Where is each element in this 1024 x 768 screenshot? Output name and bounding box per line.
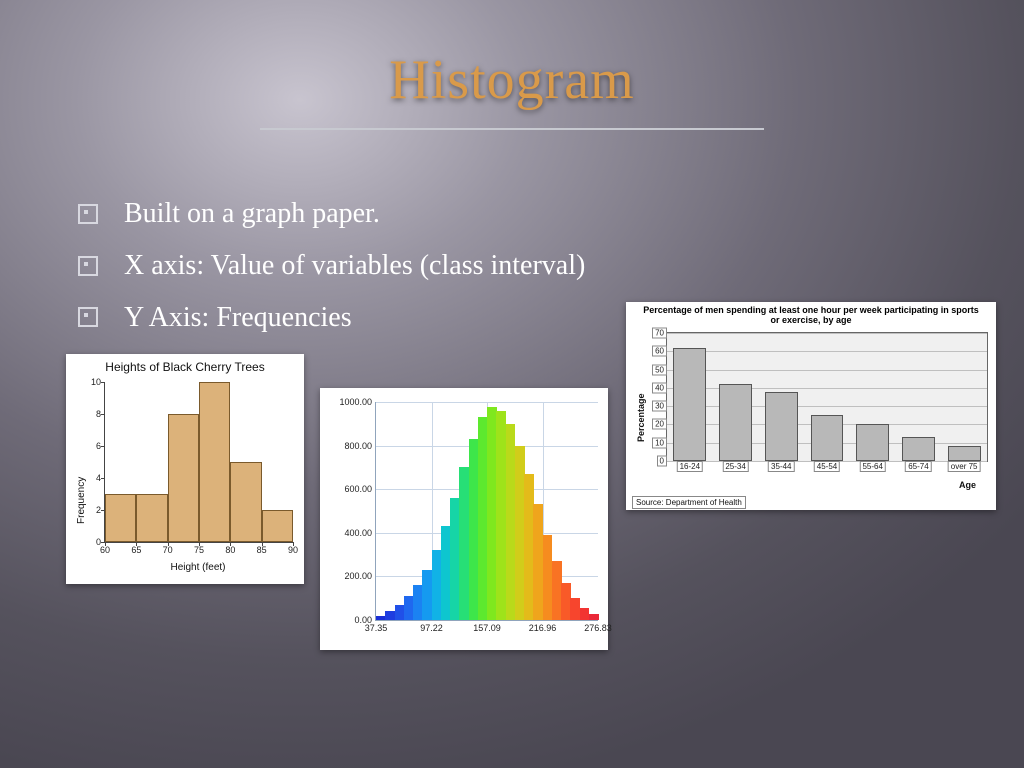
chart2-xtick: 157.09 bbox=[473, 620, 501, 633]
bullet-text: Built on a graph paper. bbox=[124, 188, 380, 240]
chart1-bar bbox=[262, 510, 293, 542]
chart1-ylabel: Frequency bbox=[76, 477, 87, 524]
chart2-ytick: 400.00 bbox=[344, 528, 376, 538]
chart3-source: Source: Department of Health bbox=[632, 496, 746, 509]
chart1-plot: 024681060657075808590 bbox=[104, 382, 293, 543]
chart2-plot: 0.00200.00400.00600.00800.001000.0037.35… bbox=[375, 402, 598, 621]
chart3-bar bbox=[719, 384, 752, 461]
bullet-item: Y Axis: Frequencies bbox=[78, 292, 585, 344]
chart1-bar bbox=[199, 382, 230, 542]
chart1-title: Heights of Black Cherry Trees bbox=[66, 354, 304, 374]
chart2-bar bbox=[589, 614, 599, 620]
chart2-ytick: 600.00 bbox=[344, 484, 376, 494]
bullet-list: Built on a graph paper.X axis: Value of … bbox=[78, 188, 585, 343]
chart3-xtick: over 75 bbox=[948, 461, 981, 472]
chart2-xtick: 97.22 bbox=[420, 620, 443, 633]
chart2-xtick: 216.96 bbox=[529, 620, 557, 633]
chart3-plot: 01020304050607016-2425-3435-4445-5455-64… bbox=[666, 332, 988, 462]
chart3-ytick: 10 bbox=[652, 437, 667, 448]
bullet-text: X axis: Value of variables (class interv… bbox=[124, 240, 585, 292]
chart3-ytick: 20 bbox=[652, 419, 667, 430]
chart3-ytick: 40 bbox=[652, 382, 667, 393]
chart3-bar bbox=[902, 437, 935, 461]
chart2-ytick: 200.00 bbox=[344, 571, 376, 581]
chart2-ytick: 1000.00 bbox=[339, 397, 376, 407]
chart2-ytick: 800.00 bbox=[344, 441, 376, 451]
chart3-xtick: 35-44 bbox=[768, 461, 794, 472]
chart3-ytick: 0 bbox=[657, 456, 667, 467]
chart3-ytick: 50 bbox=[652, 364, 667, 375]
chart3-bar bbox=[948, 446, 981, 461]
chart3-xtick: 25-34 bbox=[722, 461, 748, 472]
bullet-icon bbox=[78, 256, 98, 276]
chart3-ytick: 70 bbox=[652, 328, 667, 339]
bullet-text: Y Axis: Frequencies bbox=[124, 292, 352, 344]
chart1-bar bbox=[230, 462, 261, 542]
chart1-bar bbox=[105, 494, 136, 542]
bullet-icon bbox=[78, 204, 98, 224]
chart3-xtick: 55-64 bbox=[859, 461, 885, 472]
chart1-bar bbox=[136, 494, 167, 542]
chart1-bar bbox=[168, 414, 199, 542]
chart3-ylabel: Percentage bbox=[636, 393, 646, 442]
chart3-ytick: 30 bbox=[652, 401, 667, 412]
chart2-xtick: 37.35 bbox=[365, 620, 388, 633]
bullet-icon bbox=[78, 307, 98, 327]
chart-cherry-trees: Heights of Black Cherry Trees Frequency … bbox=[66, 354, 304, 584]
slide-title: Histogram bbox=[0, 48, 1024, 112]
chart-men-sports: Percentage of men spending at least one … bbox=[626, 302, 996, 510]
chart3-bar bbox=[811, 415, 844, 461]
title-underline bbox=[260, 128, 764, 130]
chart3-bar bbox=[765, 392, 798, 461]
bullet-item: X axis: Value of variables (class interv… bbox=[78, 240, 585, 292]
slide: Histogram Built on a graph paper.X axis:… bbox=[0, 0, 1024, 768]
chart3-bar bbox=[673, 348, 706, 461]
bullet-item: Built on a graph paper. bbox=[78, 188, 585, 240]
chart3-xlabel: Age bbox=[959, 480, 976, 490]
chart3-xtick: 65-74 bbox=[905, 461, 931, 472]
chart3-xtick: 16-24 bbox=[677, 461, 703, 472]
chart1-xlabel: Height (feet) bbox=[104, 562, 292, 573]
chart-rainbow-histogram: 0.00200.00400.00600.00800.001000.0037.35… bbox=[320, 388, 608, 650]
chart3-ytick: 60 bbox=[652, 346, 667, 357]
chart3-title: Percentage of men spending at least one … bbox=[626, 302, 996, 326]
chart3-bar bbox=[856, 424, 889, 461]
chart2-xtick: 276.83 bbox=[584, 620, 612, 633]
chart3-xtick: 45-54 bbox=[814, 461, 840, 472]
